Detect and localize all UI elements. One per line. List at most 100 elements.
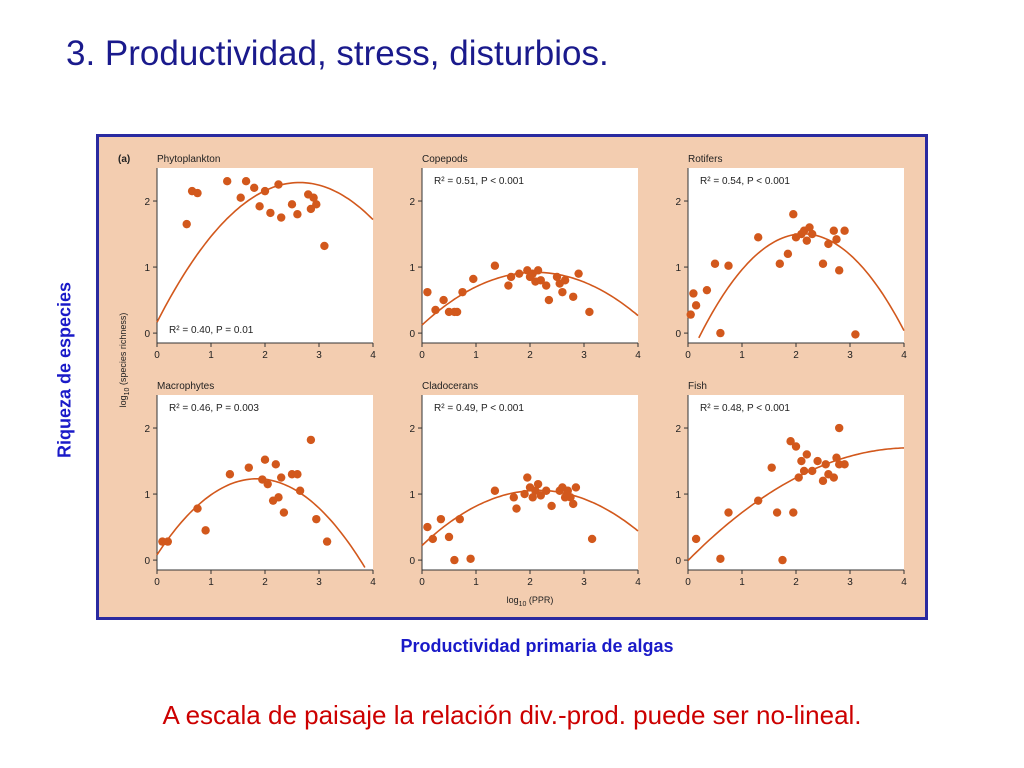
data-point-cladocerans bbox=[569, 499, 578, 509]
data-point-macrophytes bbox=[271, 460, 280, 469]
data-point-macrophytes bbox=[260, 455, 270, 464]
data-point-phytoplankton bbox=[320, 241, 329, 251]
y-tick-label-macrophytes: 0 bbox=[144, 556, 150, 567]
x-tick-label-phytoplankton: 2 bbox=[262, 350, 268, 361]
chart-title-fish: Fish bbox=[688, 381, 707, 392]
y-tick-label-cladocerans: 0 bbox=[409, 556, 415, 567]
x-tick-label-cladocerans: 4 bbox=[635, 577, 641, 588]
data-point-cladocerans bbox=[571, 483, 581, 492]
chart-title-macrophytes: Macrophytes bbox=[157, 381, 214, 392]
data-point-rotifers bbox=[775, 259, 784, 268]
y-tick-label-phytoplankton: 2 bbox=[144, 197, 150, 208]
x-tick-label-macrophytes: 0 bbox=[154, 577, 160, 588]
x-tick-label-cladocerans: 2 bbox=[527, 577, 533, 588]
data-point-phytoplankton bbox=[241, 177, 251, 186]
data-point-phytoplankton bbox=[266, 208, 275, 218]
data-point-copepods bbox=[452, 307, 462, 317]
x-tick-label-phytoplankton: 4 bbox=[370, 350, 376, 361]
x-tick-label-fish: 0 bbox=[685, 577, 691, 588]
y-tick-label-fish: 1 bbox=[675, 490, 681, 501]
data-point-copepods bbox=[515, 269, 524, 278]
data-point-rotifers bbox=[824, 239, 833, 249]
data-point-copepods bbox=[506, 272, 516, 282]
data-point-rotifers bbox=[851, 330, 860, 339]
x-tick-label-rotifers: 2 bbox=[793, 350, 799, 361]
x-tick-label-phytoplankton: 1 bbox=[208, 350, 214, 361]
data-point-phytoplankton bbox=[236, 193, 245, 202]
plot-area-fish bbox=[688, 395, 904, 570]
data-point-macrophytes bbox=[293, 470, 302, 479]
plot-area-cladocerans bbox=[422, 395, 638, 570]
data-point-phytoplankton bbox=[309, 193, 318, 202]
data-point-macrophytes bbox=[244, 463, 253, 472]
data-point-cladocerans bbox=[566, 493, 575, 502]
data-point-fish bbox=[797, 456, 806, 466]
x-tick-label-cladocerans: 1 bbox=[473, 577, 479, 588]
data-point-fish bbox=[794, 473, 803, 482]
y-tick-label-copepods: 2 bbox=[409, 197, 415, 208]
data-point-fish bbox=[832, 453, 841, 462]
data-point-fish bbox=[840, 460, 849, 469]
data-point-copepods bbox=[585, 307, 594, 317]
data-point-phytoplankton bbox=[182, 219, 191, 229]
data-point-cladocerans bbox=[542, 486, 551, 495]
data-point-fish bbox=[716, 554, 725, 563]
data-point-rotifers bbox=[832, 235, 841, 244]
data-point-copepods bbox=[490, 261, 500, 270]
x-tick-label-fish: 4 bbox=[901, 577, 907, 588]
data-point-rotifers bbox=[754, 233, 763, 242]
data-point-rotifers bbox=[691, 301, 701, 310]
data-point-rotifers bbox=[702, 285, 712, 295]
y-tick-label-phytoplankton: 1 bbox=[144, 263, 150, 274]
y-tick-label-copepods: 0 bbox=[409, 329, 415, 340]
y-tick-label-cladocerans: 2 bbox=[409, 424, 415, 435]
data-point-macrophytes bbox=[306, 435, 316, 445]
outer-x-axis-label: Productividad primaria de algas bbox=[400, 636, 674, 656]
conclusion-text: A escala de paisaje la relación div.-pro… bbox=[162, 700, 862, 730]
data-point-copepods bbox=[504, 281, 513, 290]
chart-title-phytoplankton: Phytoplankton bbox=[157, 154, 220, 165]
data-point-phytoplankton bbox=[312, 200, 321, 209]
data-point-fish bbox=[808, 466, 817, 476]
data-point-rotifers bbox=[783, 249, 793, 259]
data-point-cladocerans bbox=[528, 493, 537, 502]
x-tick-label-copepods: 2 bbox=[527, 350, 533, 361]
data-point-fish bbox=[772, 508, 782, 517]
data-point-fish bbox=[791, 442, 801, 451]
data-point-fish bbox=[799, 466, 809, 476]
x-tick-label-rotifers: 0 bbox=[685, 350, 691, 361]
data-point-fish bbox=[802, 450, 811, 459]
x-tick-label-copepods: 3 bbox=[581, 350, 587, 361]
data-point-copepods bbox=[431, 305, 440, 315]
x-tick-label-macrophytes: 1 bbox=[208, 577, 214, 588]
data-point-rotifers bbox=[689, 289, 698, 298]
data-point-copepods bbox=[544, 295, 554, 305]
y-tick-label-macrophytes: 2 bbox=[144, 424, 150, 435]
data-point-fish bbox=[835, 423, 844, 433]
data-point-rotifers bbox=[710, 259, 720, 268]
x-tick-label-fish: 2 bbox=[793, 577, 799, 588]
data-point-cladocerans bbox=[444, 532, 454, 542]
data-point-cladocerans bbox=[563, 486, 572, 495]
chart-title-copepods: Copepods bbox=[422, 154, 468, 165]
data-point-macrophytes bbox=[322, 537, 332, 546]
y-tick-label-fish: 2 bbox=[675, 424, 681, 435]
data-point-phytoplankton bbox=[287, 200, 297, 209]
y-tick-label-cladocerans: 1 bbox=[409, 490, 415, 501]
data-point-macrophytes bbox=[295, 486, 305, 495]
data-point-rotifers bbox=[840, 226, 849, 235]
data-point-fish bbox=[778, 555, 787, 565]
chart-title-cladocerans: Cladocerans bbox=[422, 381, 478, 392]
data-point-fish bbox=[767, 463, 776, 472]
data-point-macrophytes bbox=[193, 504, 202, 513]
plot-area-copepods bbox=[422, 168, 638, 343]
slide-title: 3. Productividad, stress, disturbios. bbox=[66, 34, 609, 73]
data-point-phytoplankton bbox=[223, 177, 232, 186]
y-tick-label-phytoplankton: 0 bbox=[144, 329, 150, 340]
data-point-rotifers bbox=[686, 310, 695, 319]
data-point-cladocerans bbox=[455, 514, 464, 524]
y-tick-label-rotifers: 2 bbox=[675, 197, 681, 208]
data-point-rotifers bbox=[808, 229, 817, 239]
data-point-fish bbox=[691, 534, 701, 544]
plot-area-phytoplankton bbox=[157, 168, 373, 343]
